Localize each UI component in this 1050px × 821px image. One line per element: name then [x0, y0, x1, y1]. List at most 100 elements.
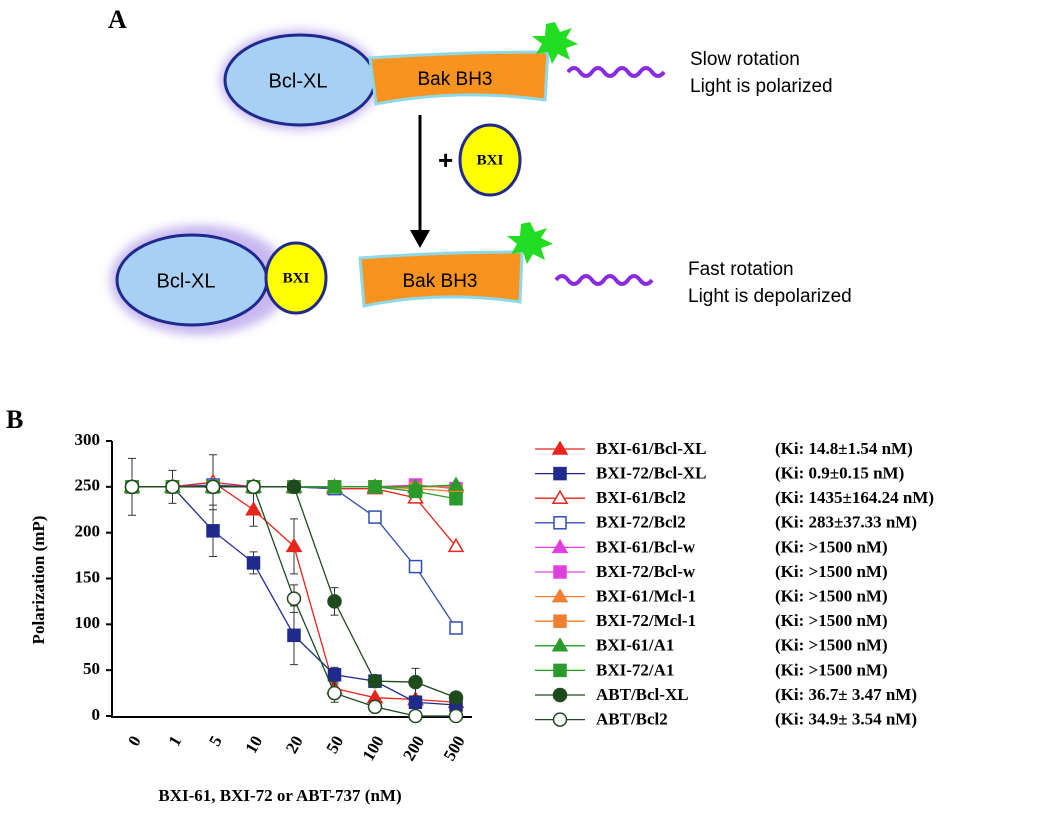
panel-b: B Polarization (mP) BXI-61, BXI-72 or AB…	[6, 405, 934, 805]
legend-marker	[552, 687, 568, 703]
marker	[286, 479, 302, 495]
legend-item: BXI-72/Bcl2 (Ki: 283±37.33 nM)	[535, 513, 917, 532]
legend-marker	[551, 538, 569, 554]
marker	[449, 492, 463, 506]
marker	[447, 537, 465, 553]
marker	[408, 695, 423, 709]
legend-label: BXI-61/A1	[596, 636, 674, 655]
panel-label: A	[108, 5, 127, 34]
y-axis-title: Polarization (mP)	[29, 516, 48, 645]
legend-marker	[551, 489, 569, 504]
light-text: Light is depolarized	[688, 286, 852, 307]
legend-item: ABT/Bcl-XL (Ki: 36.7± 3.47 nM)	[535, 685, 917, 704]
inhibitor-shape	[264, 241, 328, 315]
y-tick-label: 150	[75, 567, 101, 586]
fluorophore	[532, 22, 578, 64]
legend-note: (Ki: 0.9±0.15 nM)	[775, 464, 904, 483]
legend-item: BXI-61/Mcl-1 (Ki: >1500 nM)	[535, 587, 888, 606]
x-tick-label: 20	[282, 732, 307, 756]
rotation-text: Slow rotation	[690, 49, 800, 70]
legend-label: BXI-72/Bcl-XL	[596, 464, 707, 483]
legend-label: BXI-61/Bcl-w	[596, 537, 696, 556]
marker	[246, 479, 261, 495]
marker	[448, 690, 464, 705]
x-axis-title: BXI-61, BXI-72 or ABT-737 (nM)	[158, 786, 401, 805]
marker	[367, 699, 383, 715]
legend-label: BXI-61/Bcl2	[596, 488, 686, 507]
legend-note: (Ki: >1500 nM)	[775, 611, 888, 630]
x-tick-label: 50	[322, 732, 347, 756]
y-tick-label: 0	[92, 705, 101, 724]
y-tick-label: 100	[75, 613, 101, 632]
marker	[124, 479, 140, 495]
y-tick-label: 300	[75, 430, 101, 449]
arrow-head	[410, 230, 430, 248]
legend-marker	[553, 614, 567, 628]
rotation-text: Fast rotation	[688, 259, 794, 280]
marker	[327, 594, 342, 609]
inhibitor-shape	[458, 123, 522, 197]
legend-item: BXI-61/Bcl2 (Ki: 1435±164.24 nM)	[535, 488, 934, 507]
legend-note: (Ki: >1500 nM)	[775, 636, 888, 655]
panel-label: B	[6, 405, 23, 434]
legend-item: ABT/Bcl2 (Ki: 34.9± 3.54 nM)	[535, 710, 917, 729]
legend-item: BXI-72/Bcl-w (Ki: >1500 nM)	[535, 562, 888, 581]
legend-item: BXI-72/Bcl-XL (Ki: 0.9±0.15 nM)	[535, 464, 904, 483]
x-tick-label: 200	[399, 732, 428, 764]
x-tick-label: 500	[440, 732, 469, 764]
legend-label: BXI-61/Bcl-XL	[596, 439, 707, 458]
peptide-label: Bak BH3	[403, 271, 478, 292]
marker	[327, 480, 342, 494]
legend-note: (Ki: 34.9± 3.54 nM)	[775, 710, 917, 729]
legend-marker	[553, 466, 567, 481]
protein-label: Bcl-XL	[157, 270, 216, 292]
legend-note: (Ki: 283±37.33 nM)	[775, 513, 917, 532]
legend-label: BXI-72/Bcl-w	[596, 562, 696, 581]
marker	[368, 480, 382, 494]
legend-note: (Ki: >1500 nM)	[775, 660, 888, 679]
panel-a: A Bcl-XL Bak BH3 Slow rotation Light is …	[108, 5, 852, 335]
legend-note: (Ki: >1500 nM)	[775, 562, 888, 581]
legend-note: (Ki: 36.7± 3.47 nM)	[775, 685, 917, 704]
x-tick-label: 5	[205, 732, 226, 749]
marker	[206, 524, 220, 538]
wave	[554, 274, 654, 286]
legend-label: BXI-72/A1	[596, 660, 674, 679]
marker	[368, 510, 382, 524]
marker	[408, 559, 423, 574]
marker	[327, 668, 342, 682]
marker	[287, 628, 301, 643]
legend-marker	[552, 712, 568, 727]
plus: +	[438, 145, 453, 175]
legend-label: ABT/Bcl-XL	[596, 685, 689, 704]
marker	[408, 484, 423, 499]
wave	[566, 66, 666, 78]
peptide-shape	[368, 50, 550, 106]
x-tick-label: 10	[241, 732, 266, 756]
legend-label: BXI-72/Mcl-1	[596, 611, 696, 630]
legend-marker	[551, 637, 569, 652]
inhibitor-label: BXI	[283, 270, 310, 286]
marker	[165, 479, 180, 495]
y-tick-label: 200	[75, 522, 101, 541]
marker	[245, 501, 262, 516]
x-tick-label: 1	[165, 732, 186, 749]
legend-item: BXI-61/A1 (Ki: >1500 nM)	[535, 636, 888, 655]
x-tick-label: 0	[124, 732, 145, 749]
legend-marker	[551, 588, 569, 603]
marker	[449, 621, 463, 635]
legend-note: (Ki: >1500 nM)	[775, 537, 888, 556]
legend-label: BXI-72/Bcl2	[596, 513, 686, 532]
light-text: Light is polarized	[690, 76, 833, 97]
peptide-label: Bak BH3	[418, 69, 493, 90]
marker	[408, 708, 423, 724]
marker	[327, 685, 342, 701]
peptide-shape	[358, 250, 524, 308]
legend-item: BXI-72/Mcl-1 (Ki: >1500 nM)	[535, 611, 888, 630]
legend-item: BXI-61/Bcl-XL (Ki: 14.8±1.54 nM)	[535, 439, 913, 458]
protein-label: Bcl-XL	[269, 70, 328, 92]
legend-marker	[553, 565, 567, 579]
legend-note: (Ki: >1500 nM)	[775, 587, 888, 606]
x-tick-label: 100	[359, 732, 388, 764]
marker	[367, 673, 383, 689]
